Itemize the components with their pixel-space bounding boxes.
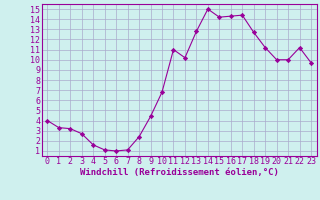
X-axis label: Windchill (Refroidissement éolien,°C): Windchill (Refroidissement éolien,°C) bbox=[80, 168, 279, 177]
